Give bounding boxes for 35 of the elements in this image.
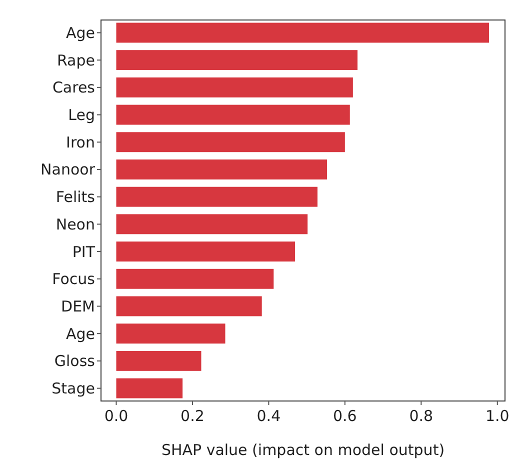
y-tick-label: Felits xyxy=(56,188,96,206)
y-tick-label: DEM xyxy=(61,297,95,316)
y-tick-label: Iron xyxy=(66,133,95,152)
bar xyxy=(116,50,358,70)
x-tick-label: 0.6 xyxy=(332,407,357,425)
x-tick-label: 0.0 xyxy=(104,407,128,425)
y-tick-label: Nanoor xyxy=(40,160,96,179)
y-tick-label: Cares xyxy=(52,78,96,97)
y-tick-label: PIT xyxy=(72,242,96,261)
bar xyxy=(116,214,308,234)
y-tick-label: Age xyxy=(66,24,95,42)
x-axis-title: SHAP value (impact on model output) xyxy=(161,441,445,459)
y-tick-label: Leg xyxy=(68,106,95,124)
x-tick-label: 0.8 xyxy=(409,407,434,425)
y-tick-label: Gloss xyxy=(54,352,96,370)
bar xyxy=(116,186,318,207)
bar xyxy=(116,324,226,344)
bar xyxy=(116,296,262,316)
bar xyxy=(116,378,183,398)
x-tick-label: 0.4 xyxy=(256,407,281,425)
bar xyxy=(116,104,350,125)
y-tick-label: Neon xyxy=(56,215,95,234)
y-tick-label: Focus xyxy=(52,270,96,288)
bar xyxy=(116,268,274,289)
bar xyxy=(116,350,202,371)
y-tick-label: Rape xyxy=(56,51,95,70)
bar xyxy=(116,242,295,262)
y-tick-label: Age xyxy=(66,324,95,343)
bar xyxy=(116,22,489,43)
y-tick-label: Stage xyxy=(52,380,95,398)
bar xyxy=(116,132,345,152)
x-tick-label: 1.0 xyxy=(485,407,510,425)
bar xyxy=(116,77,353,98)
x-tick-label: 0.2 xyxy=(180,407,204,425)
bar xyxy=(116,159,328,180)
